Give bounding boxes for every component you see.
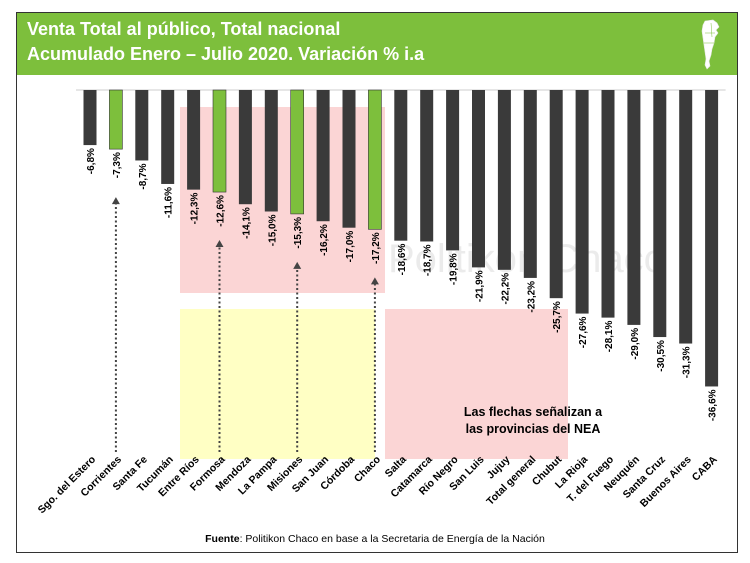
bar-chaco [368, 89, 382, 230]
value-label-formosa: -12,6% [216, 195, 227, 227]
bar-caba [705, 90, 719, 387]
value-label-chaco: -17,2% [371, 232, 382, 264]
bar-santa-fe [135, 90, 149, 161]
category-label-caba: CABA [690, 453, 720, 483]
source-text: : Politikon Chaco en base a la Secretari… [239, 533, 545, 545]
value-labels: -6,8% -7,3% -8,7% -11,6% -12,3% -12,6% -14,1% -… [86, 148, 719, 421]
bar-chubut [549, 90, 563, 299]
value-label-corrientes: -7,3% [112, 152, 123, 178]
bar-mendoza [238, 90, 252, 205]
bar-corrientes [109, 89, 123, 150]
bar-santa-cruz [653, 90, 667, 338]
value-label-la-pampa: -15,0% [267, 214, 278, 246]
value-label-jujuy: -22,2% [500, 273, 511, 305]
value-label-neuquen: -29,0% [630, 328, 641, 360]
value-label-la-rioja: -27,6% [578, 316, 589, 348]
chart-title-line2: Acumulado Enero – Julio 2020. Variación … [27, 44, 425, 64]
source-label: Fuente [205, 533, 240, 545]
bar-jujuy [497, 90, 511, 270]
bar-rio-negro [446, 90, 460, 251]
bar-la-rioja [575, 90, 589, 314]
value-label-chubut: -25,7% [552, 301, 563, 333]
value-label-santa-cruz: -30,5% [656, 340, 667, 372]
arrow-head-corrientes [111, 197, 120, 205]
bar-misiones [290, 89, 305, 215]
bar-total-general [523, 90, 537, 278]
arrow-head-chaco [370, 277, 379, 285]
value-label-rio-negro: -19,8% [449, 253, 460, 285]
value-label-t-del-fuego: -28,1% [604, 321, 615, 353]
value-label-santa-fe: -8,7% [138, 163, 149, 189]
argentina-map-icon [701, 19, 720, 70]
chart-header: Venta Total al público, Total nacional A… [17, 13, 737, 75]
yellow-region [180, 309, 375, 459]
bar-san-luis [472, 90, 485, 268]
value-label-entre-rios: -12,3% [190, 193, 201, 225]
bar-san-juan [316, 90, 330, 222]
value-label-total-general: -23,2% [526, 281, 537, 313]
annotation-line1: Las flechas señalizan a [464, 405, 603, 419]
value-label-cordoba: -17,0% [345, 231, 356, 263]
bar-la-pampa [264, 90, 278, 212]
value-label-catamarca: -18,7% [423, 244, 434, 276]
nea-arrows [111, 197, 379, 452]
bars [76, 89, 726, 387]
pink-region-bottom [385, 309, 568, 459]
bar-entre-rios [187, 90, 201, 190]
bar-catamarca [420, 90, 434, 242]
bar-sgo-del-estero [83, 90, 97, 146]
value-label-mendoza: -14,1% [241, 207, 252, 239]
bar-tucuman [161, 90, 175, 184]
bar-cordoba [342, 90, 356, 228]
value-label-salta: -18,6% [397, 244, 408, 276]
bar-buenos-aires [679, 90, 693, 344]
bar-neuquen [627, 90, 641, 325]
value-label-misiones: -15,3% [293, 217, 304, 249]
annotation-line2: las provincias del NEA [466, 422, 601, 436]
value-label-san-luis: -21,9% [475, 270, 486, 302]
value-label-san-juan: -16,2% [319, 224, 330, 256]
chart-title-line1: Venta Total al público, Total nacional [27, 19, 341, 39]
arrow-head-misiones [293, 261, 302, 269]
value-label-sgo-del-estero: -6,8% [86, 148, 97, 174]
source-footer: Fuente: Politikon Chaco en base a la Sec… [0, 533, 750, 545]
arrow-head-formosa [215, 240, 224, 248]
bar-t-del-fuego [601, 90, 615, 318]
value-label-caba: -36,6% [708, 389, 719, 421]
bar-salta [394, 90, 408, 241]
value-label-tucuman: -11,6% [164, 187, 175, 218]
value-label-buenos-aires: -31,3% [682, 346, 693, 378]
bar-formosa [212, 89, 227, 193]
